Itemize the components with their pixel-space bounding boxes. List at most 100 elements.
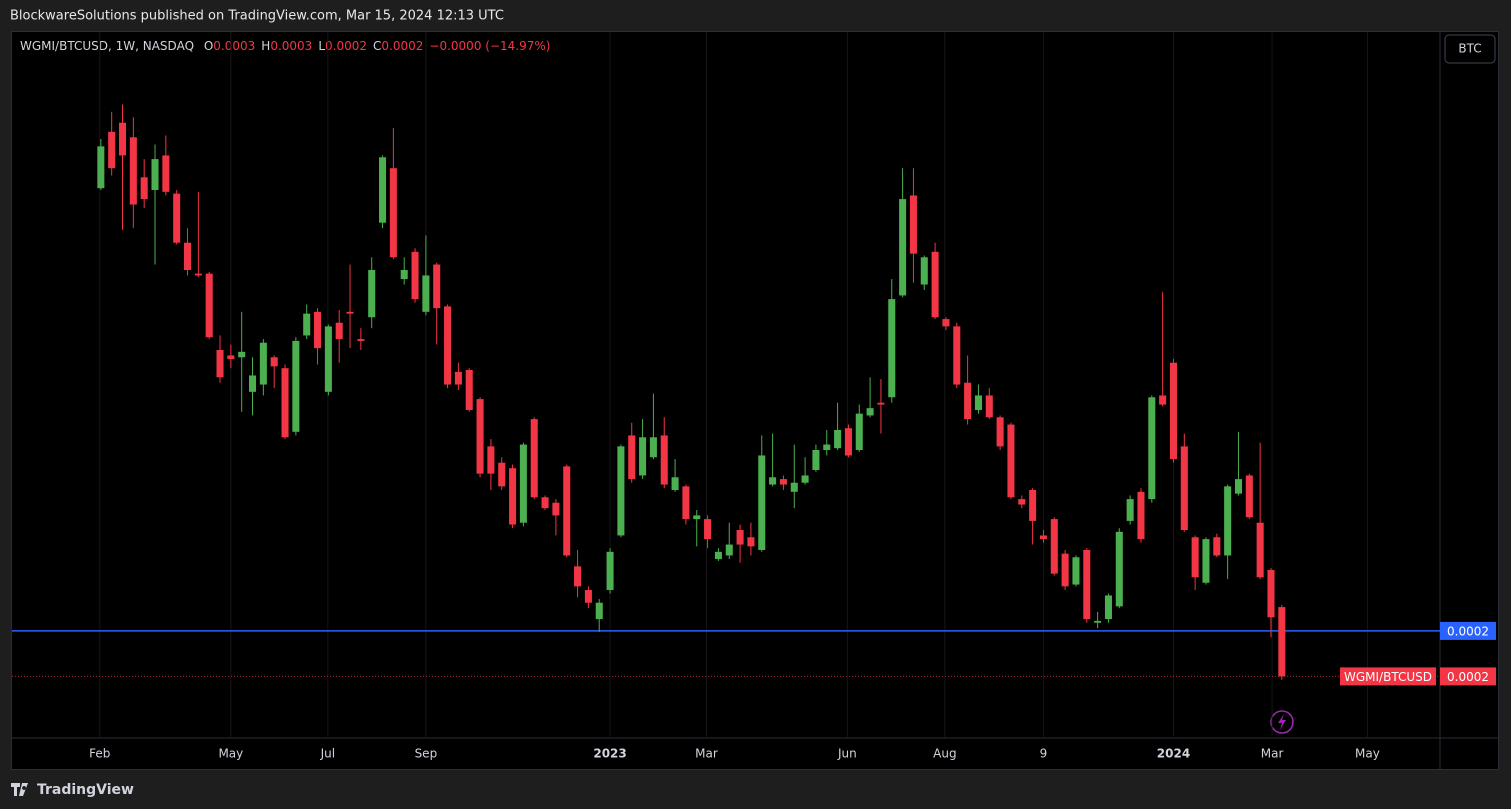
legend-change: −0.0000 (−14.97%) bbox=[429, 39, 550, 53]
x-tick-label: 2023 bbox=[593, 747, 626, 761]
legend-value: 0.0002 bbox=[381, 39, 423, 53]
candle-body bbox=[465, 370, 473, 410]
footer-brand[interactable]: TradingView bbox=[37, 782, 134, 798]
currency-button[interactable]: BTC bbox=[1444, 34, 1496, 64]
candle-body bbox=[812, 450, 820, 470]
symbol: WGMI/BTCUSD, 1W, NASDAQ bbox=[20, 39, 194, 53]
candle-body bbox=[920, 257, 928, 285]
candle-body bbox=[1039, 535, 1047, 540]
last-price-name-box bbox=[1340, 667, 1436, 686]
horizontal-line-price: 0.0002 bbox=[1447, 624, 1489, 638]
currency-button-label[interactable]: BTC bbox=[1458, 42, 1481, 56]
candle-body bbox=[758, 455, 766, 550]
candle-body bbox=[281, 368, 289, 438]
candle-body bbox=[487, 446, 495, 474]
candle-body bbox=[530, 419, 538, 498]
candle-body bbox=[617, 446, 625, 536]
candle-body bbox=[725, 544, 733, 556]
candle-body bbox=[1137, 491, 1145, 540]
candle-body bbox=[194, 273, 202, 276]
chart-pane bbox=[11, 31, 1499, 770]
alert-icon-ring[interactable] bbox=[1270, 710, 1294, 734]
candle-body bbox=[335, 322, 343, 340]
candle-body bbox=[97, 146, 105, 189]
candle-body bbox=[660, 435, 668, 485]
x-tick-label: Aug bbox=[933, 747, 956, 761]
x-tick-label: Jun bbox=[837, 747, 857, 761]
candle-body bbox=[1029, 490, 1037, 521]
candle-body bbox=[292, 340, 300, 432]
candle-body bbox=[574, 566, 582, 587]
candle-body bbox=[1180, 446, 1188, 530]
candle-body bbox=[1104, 595, 1112, 620]
candle-body bbox=[866, 408, 874, 416]
candle-body bbox=[1191, 537, 1199, 578]
candle-body bbox=[238, 351, 246, 358]
candle-body bbox=[844, 428, 852, 456]
candle-body bbox=[1072, 557, 1080, 585]
candle-body bbox=[985, 395, 993, 418]
candle-body bbox=[509, 468, 517, 525]
legend-key: O bbox=[204, 39, 213, 53]
x-tick-label: Sep bbox=[415, 747, 438, 761]
alert-icon[interactable] bbox=[1270, 710, 1294, 734]
candle-body bbox=[476, 399, 484, 474]
horizontal-line-price-box bbox=[1440, 621, 1496, 640]
candle-body bbox=[639, 437, 647, 476]
candle-body bbox=[563, 466, 571, 556]
candle-body bbox=[964, 382, 972, 420]
candle-body bbox=[704, 519, 712, 540]
candle-body bbox=[1169, 362, 1177, 460]
x-tick-label: Feb bbox=[89, 747, 110, 761]
candle-body bbox=[1159, 395, 1167, 405]
candle-body bbox=[346, 311, 354, 314]
candle-body bbox=[433, 264, 441, 309]
candle-body bbox=[736, 530, 744, 545]
candle-body bbox=[324, 326, 332, 392]
candle-body bbox=[444, 306, 452, 385]
candle-body bbox=[1245, 475, 1253, 518]
alert-icon-bolt[interactable] bbox=[1278, 714, 1286, 730]
candle-body bbox=[996, 417, 1004, 447]
candle-body bbox=[1050, 519, 1058, 574]
candle-body bbox=[1061, 553, 1069, 587]
candle-body bbox=[899, 199, 907, 296]
ohlc-legend: WGMI/BTCUSD, 1W, NASDAQ O0.0003 H0.0003 L0… bbox=[20, 39, 550, 53]
candle-body bbox=[953, 326, 961, 385]
candles bbox=[97, 104, 1286, 680]
candle-body bbox=[931, 251, 939, 318]
candle-body bbox=[454, 371, 462, 385]
tradingview-logo[interactable] bbox=[11, 783, 28, 796]
legend-value: 0.0003 bbox=[270, 39, 312, 53]
candle-body bbox=[173, 193, 181, 243]
legend-value: 0.0002 bbox=[325, 39, 367, 53]
candle-body bbox=[205, 273, 213, 338]
footer-logo[interactable]: TradingView bbox=[11, 782, 134, 798]
x-tick-label: 2024 bbox=[1157, 747, 1190, 761]
candle-body bbox=[389, 168, 397, 258]
candle-body bbox=[693, 515, 701, 520]
publisher-header: BlockwareSolutions published on TradingV… bbox=[10, 9, 504, 24]
candle-body bbox=[595, 602, 603, 620]
candle-body bbox=[714, 551, 722, 560]
legend-value: 0.0003 bbox=[213, 39, 255, 53]
candle-body bbox=[1007, 424, 1015, 498]
candle-body bbox=[790, 482, 798, 492]
candle-body bbox=[1126, 499, 1134, 521]
candle-body bbox=[400, 270, 408, 280]
x-tick-label: May bbox=[218, 747, 243, 761]
candle-body bbox=[584, 590, 592, 603]
legend-key: C bbox=[373, 39, 381, 53]
last-price-label: 0.0002 bbox=[1447, 670, 1489, 684]
currency-button-box[interactable] bbox=[1444, 34, 1496, 64]
candle-body bbox=[368, 270, 376, 318]
candle-body bbox=[942, 319, 950, 327]
candle-body bbox=[129, 137, 137, 205]
candle-body bbox=[769, 477, 777, 485]
candle-body bbox=[314, 311, 322, 349]
candle-body bbox=[628, 435, 636, 480]
candle-body bbox=[379, 157, 387, 223]
candle-body bbox=[270, 357, 278, 367]
